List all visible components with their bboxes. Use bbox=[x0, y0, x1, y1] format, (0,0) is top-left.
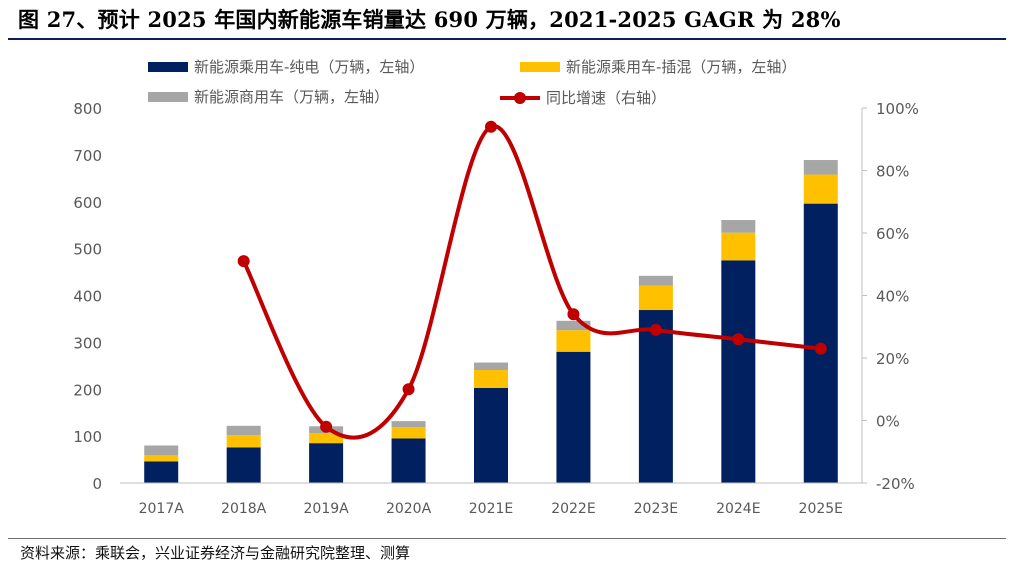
legend-label: 同比增速（右轴） bbox=[546, 89, 666, 107]
x-axis-tick-label: 2023E bbox=[634, 501, 678, 517]
growth-point bbox=[485, 120, 497, 133]
right-axis: -20% 0% 20% 40% 60% 80% 100% bbox=[861, 100, 919, 493]
title-divider bbox=[8, 38, 1006, 40]
right-axis-tick-label: 0% bbox=[876, 413, 900, 431]
phev-bar bbox=[556, 330, 591, 352]
phev-bar bbox=[309, 433, 344, 444]
x-axis-tick-label: 2022E bbox=[551, 501, 595, 517]
legend-label: 新能源商用车（万辆，左轴） bbox=[194, 88, 389, 106]
x-axis-tick-label: 2020A bbox=[386, 501, 432, 517]
growth-point bbox=[237, 255, 250, 268]
commercial-bar bbox=[474, 362, 508, 371]
legend-label: 新能源乘用车-插混（万辆，左轴） bbox=[566, 58, 796, 76]
bev-bar bbox=[638, 310, 673, 483]
left-axis-tick-label: 200 bbox=[73, 381, 102, 399]
left-axis-tick-label: 500 bbox=[73, 241, 102, 259]
right-axis-tick-label: 20% bbox=[876, 350, 909, 368]
left-axis-tick-label: 100 bbox=[73, 428, 102, 446]
x-axis-tick-label: 2017A bbox=[139, 501, 185, 517]
legend-swatch bbox=[148, 92, 188, 102]
x-axis: 2017A 2018A 2019A 2020A 2021E 2022E 2023E 2024E… bbox=[120, 482, 862, 517]
phev-bar bbox=[803, 174, 838, 204]
bev-bar bbox=[226, 447, 261, 483]
growth-point bbox=[649, 323, 662, 336]
bev-bar bbox=[391, 438, 426, 483]
source-note: 资料来源：乘联会，兴业证券经济与金融研究院整理、测算 bbox=[20, 544, 411, 562]
source-divider bbox=[8, 538, 1006, 539]
growth-point bbox=[320, 420, 333, 433]
growth-point bbox=[402, 383, 415, 396]
right-axis-tick-label: 80% bbox=[876, 163, 909, 181]
right-axis-tick-label: 40% bbox=[876, 288, 909, 306]
commercial-bar bbox=[638, 275, 673, 286]
x-axis-tick-label: 2018A bbox=[221, 501, 267, 517]
commercial-bar bbox=[226, 425, 261, 436]
phev-bar bbox=[638, 285, 673, 311]
bar-series-group bbox=[144, 160, 838, 483]
right-axis-tick-label: 100% bbox=[876, 100, 919, 118]
growth-point bbox=[732, 333, 745, 346]
x-axis-tick-label: 2024E bbox=[716, 501, 760, 517]
commercial-bar bbox=[803, 160, 838, 175]
phev-bar bbox=[144, 455, 179, 462]
legend-swatch bbox=[520, 62, 560, 72]
x-axis-tick-label: 2021E bbox=[469, 501, 513, 517]
phev-bar bbox=[226, 435, 261, 448]
growth-point bbox=[814, 342, 827, 355]
phev-bar bbox=[721, 232, 756, 261]
phev-bar bbox=[391, 427, 426, 439]
left-axis-tick-label: 600 bbox=[73, 194, 102, 212]
growth-line-group bbox=[237, 120, 827, 440]
left-axis-tick-label: 700 bbox=[73, 147, 102, 165]
bev-bar bbox=[721, 260, 756, 483]
x-axis-tick-label: 2025E bbox=[799, 501, 843, 517]
page-title: 图 27、预计 2025 年国内新能源车销量达 690 万辆，2021-2025… bbox=[18, 7, 841, 32]
right-axis-tick-label: 60% bbox=[876, 225, 909, 243]
right-axis-tick-label: -20% bbox=[876, 475, 915, 493]
legend-label: 新能源乘用车-纯电（万辆，左轴） bbox=[194, 58, 424, 76]
bev-bar bbox=[474, 387, 508, 483]
x-axis-tick-label: 2019A bbox=[304, 501, 350, 517]
legend-swatch bbox=[148, 62, 188, 72]
bev-bar bbox=[556, 351, 591, 483]
left-axis-tick-label: 400 bbox=[73, 288, 102, 306]
left-axis-tick-label: 0 bbox=[92, 475, 102, 493]
left-axis-tick-label: 800 bbox=[73, 100, 102, 118]
growth-point bbox=[567, 308, 580, 321]
bev-bar bbox=[309, 443, 344, 483]
commercial-bar bbox=[721, 220, 756, 233]
commercial-bar bbox=[391, 421, 426, 428]
commercial-bar bbox=[556, 320, 591, 331]
left-axis-tick-label: 300 bbox=[73, 334, 102, 352]
legend-line-marker bbox=[514, 92, 526, 104]
commercial-bar bbox=[144, 445, 179, 456]
left-axis: 0 100 200 300 400 500 600 700 800 bbox=[73, 100, 102, 493]
phev-bar bbox=[474, 370, 508, 388]
bev-bar bbox=[144, 461, 179, 483]
chart-legend: 新能源乘用车-纯电（万辆，左轴） 新能源乘用车-插混（万辆，左轴） 新能源商用车（万… bbox=[148, 58, 796, 107]
